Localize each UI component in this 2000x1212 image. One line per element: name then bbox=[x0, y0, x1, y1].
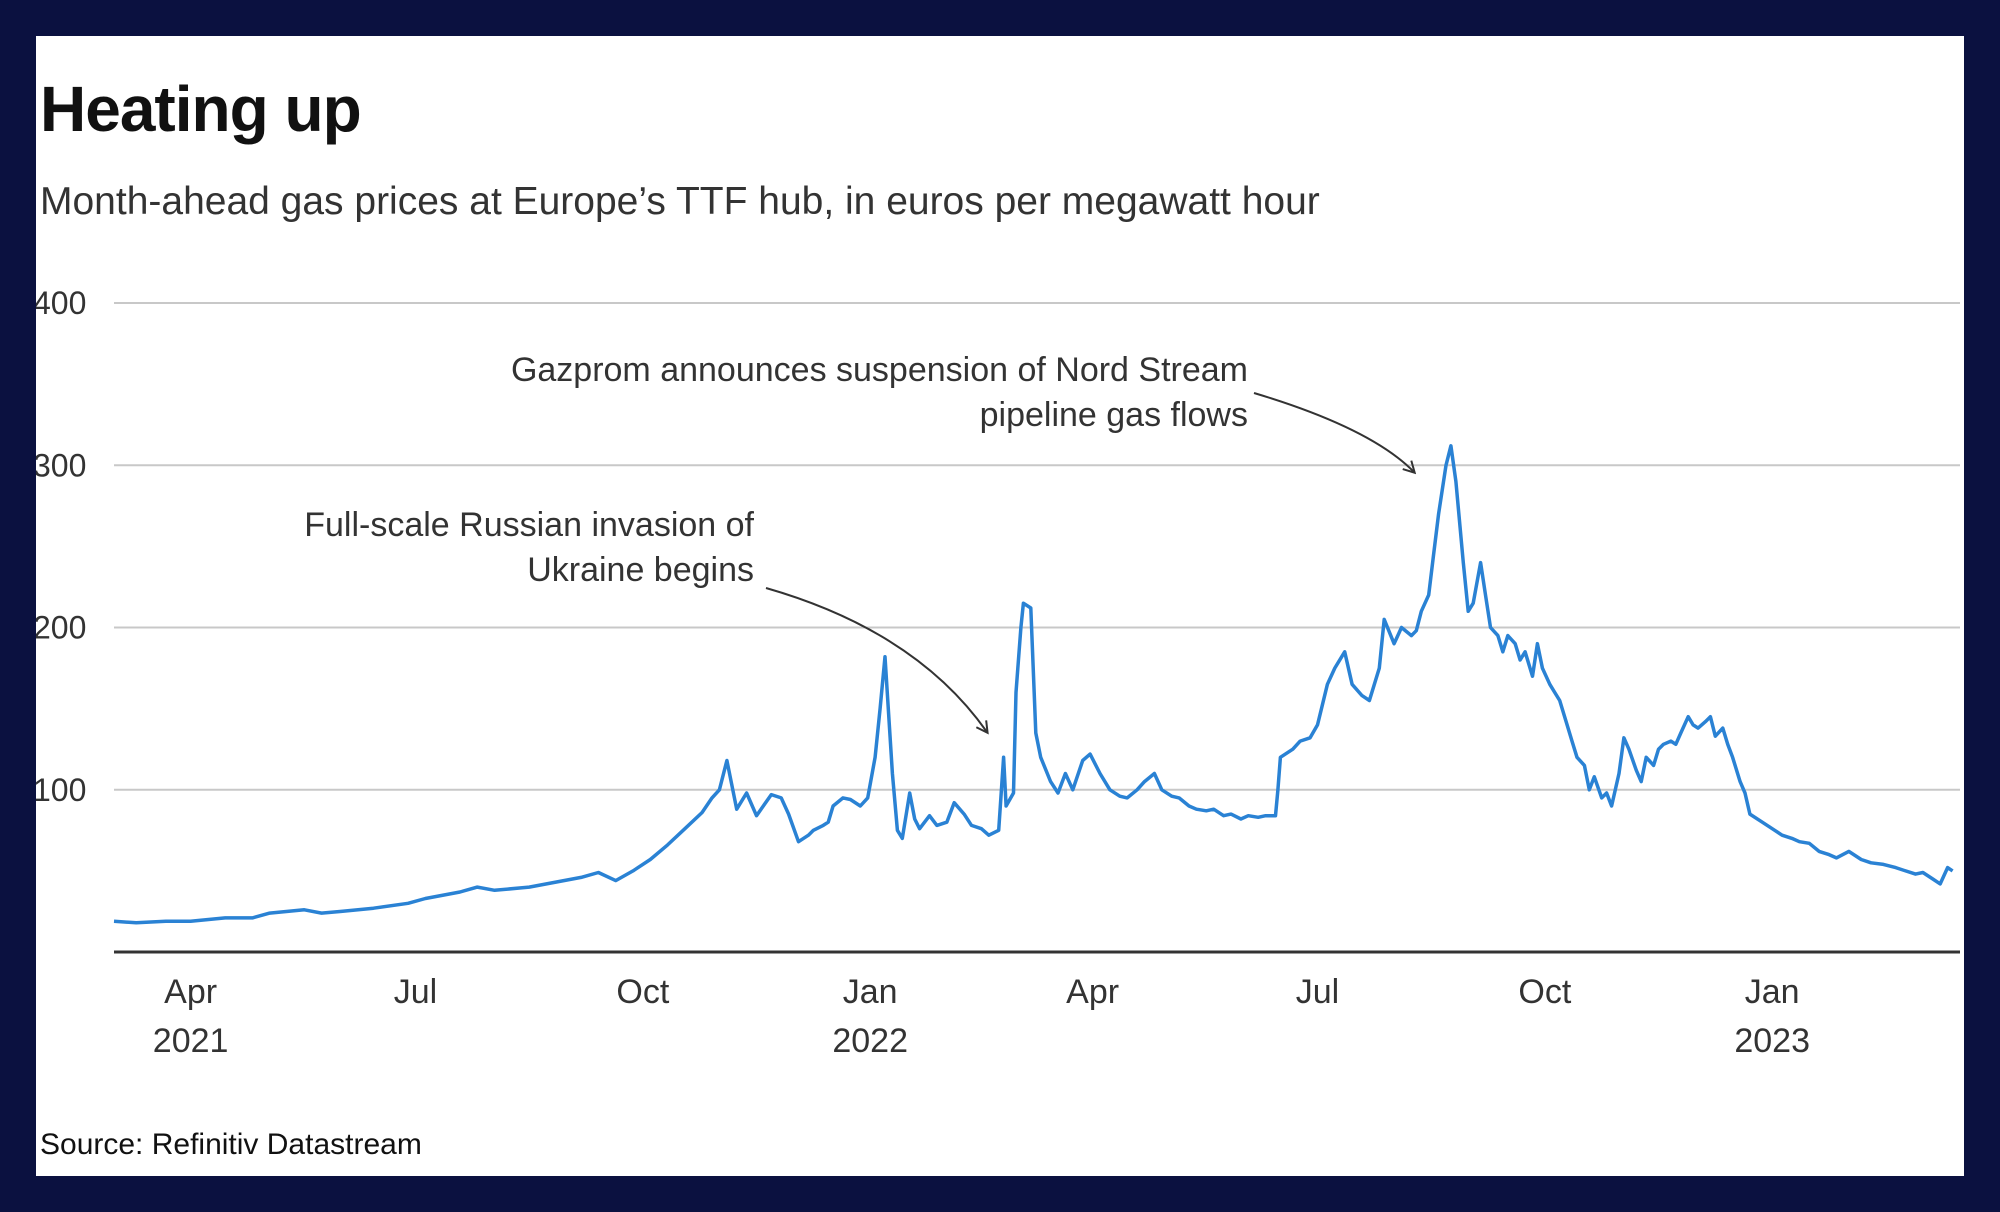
x-tick-label-0: Apr bbox=[164, 973, 217, 1011]
chart-plot: 100 200 300 400 Apr 2021 Jul Oct Jan 2022 Apr Jul Oc… bbox=[36, 285, 1960, 1060]
x-tick-label-5: Jul bbox=[1296, 973, 1339, 1011]
x-tick-year-7: 2023 bbox=[1734, 1022, 1810, 1060]
y-tick-label-400: 400 bbox=[36, 285, 86, 321]
chart-title: Heating up bbox=[40, 73, 362, 145]
y-tick-label-100: 100 bbox=[36, 772, 86, 808]
x-tick-label-1: Jul bbox=[394, 973, 437, 1011]
chart-source: Source: Refinitiv Datastream bbox=[40, 1128, 422, 1161]
annotation-0-line-0: Gazprom announces suspension of Nord Str… bbox=[511, 351, 1248, 389]
annotation-arrow-0 bbox=[1253, 392, 1414, 472]
x-tick-label-7: Jan bbox=[1745, 973, 1800, 1011]
annotation-arrow-1 bbox=[765, 587, 987, 732]
x-tick-year-3: 2022 bbox=[832, 1022, 908, 1060]
x-tick-year-0: 2021 bbox=[153, 1022, 229, 1060]
x-tick-label-4: Apr bbox=[1066, 973, 1119, 1011]
x-tick-label-2: Oct bbox=[616, 973, 669, 1011]
annotation-1-line-0: Full-scale Russian invasion of bbox=[304, 506, 754, 544]
y-tick-label-300: 300 bbox=[36, 447, 86, 483]
chart-card: Heating up Month-ahead gas prices at Eur… bbox=[36, 36, 1964, 1176]
chart-subtitle: Month-ahead gas prices at Europe’s TTF h… bbox=[40, 180, 1320, 223]
x-tick-label-6: Oct bbox=[1518, 973, 1571, 1011]
annotation-1-line-1: Ukraine begins bbox=[527, 551, 754, 589]
y-tick-label-200: 200 bbox=[36, 610, 86, 646]
annotation-0-line-1: pipeline gas flows bbox=[980, 396, 1248, 434]
series-line-0 bbox=[113, 444, 1954, 925]
x-tick-label-3: Jan bbox=[843, 973, 898, 1011]
